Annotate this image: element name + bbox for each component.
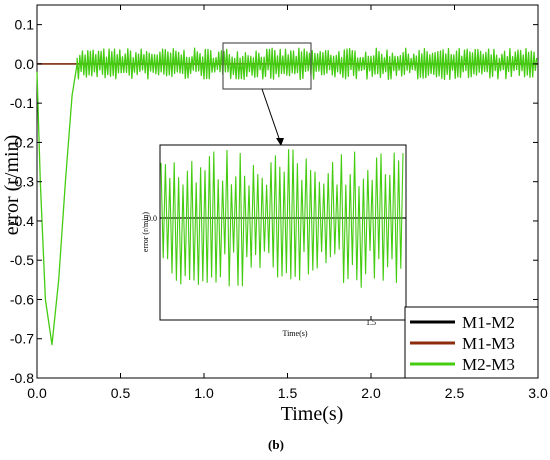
y-tick-label-0: 0.1 xyxy=(15,17,35,33)
inset-xtick-0: 1.5 xyxy=(366,318,376,327)
y-tick-label-2: -0.1 xyxy=(10,95,34,111)
inset-series-group xyxy=(160,149,406,320)
x-tick-label-2: 1.0 xyxy=(194,385,214,401)
y-tick-label-1: 0.0 xyxy=(15,56,35,72)
figure-caption: (b) xyxy=(268,437,284,452)
x-tick-label-3: 1.5 xyxy=(278,385,298,401)
y-tick-label-3: -0.2 xyxy=(10,134,34,150)
x-tick-label-0: 0.0 xyxy=(27,385,47,401)
x-tick-label-5: 2.5 xyxy=(445,385,465,401)
legend-label-m1-m3: M1-M3 xyxy=(462,334,515,353)
inset-y-axis-title: error (r/min) xyxy=(141,212,150,253)
legend-label-m2-m3: M2-M3 xyxy=(462,355,515,374)
legend: M1-M2 M1-M3 M2-M3 xyxy=(404,306,539,379)
zoom-arrow-head xyxy=(276,138,284,146)
zoom-arrow xyxy=(261,88,282,145)
y-tick-label-9: -0.8 xyxy=(10,370,34,386)
x-tick-label-1: 0.5 xyxy=(111,385,131,401)
y-tick-label-6: -0.5 xyxy=(10,252,34,268)
x-axis-title: Time(s) xyxy=(281,403,344,425)
y-tick-label-5: -0.4 xyxy=(10,213,34,229)
y-tick-label-8: -0.7 xyxy=(10,331,34,347)
y-tick-label-4: -0.3 xyxy=(10,174,34,190)
main-series-group xyxy=(36,47,538,346)
y-axis-title: error (r/min) xyxy=(1,135,23,236)
x-tick-label-6: 3.0 xyxy=(528,385,548,401)
zoom-region-box xyxy=(222,42,312,90)
series-line-m2-m3 xyxy=(36,47,538,346)
inset-x-axis-title: Time(s) xyxy=(282,329,307,338)
x-tick-label-4: 2.0 xyxy=(361,385,381,401)
inset-series-line-m2-m3 xyxy=(160,149,404,288)
y-tick-label-7: -0.6 xyxy=(10,291,34,307)
inset-ytick-0: 0.0 xyxy=(147,214,157,223)
tick-group: 0.10.0-0.1-0.2-0.3-0.4-0.5-0.6-0.7-0.80.… xyxy=(10,5,548,401)
legend-label-m1-m2: M1-M2 xyxy=(462,313,515,332)
